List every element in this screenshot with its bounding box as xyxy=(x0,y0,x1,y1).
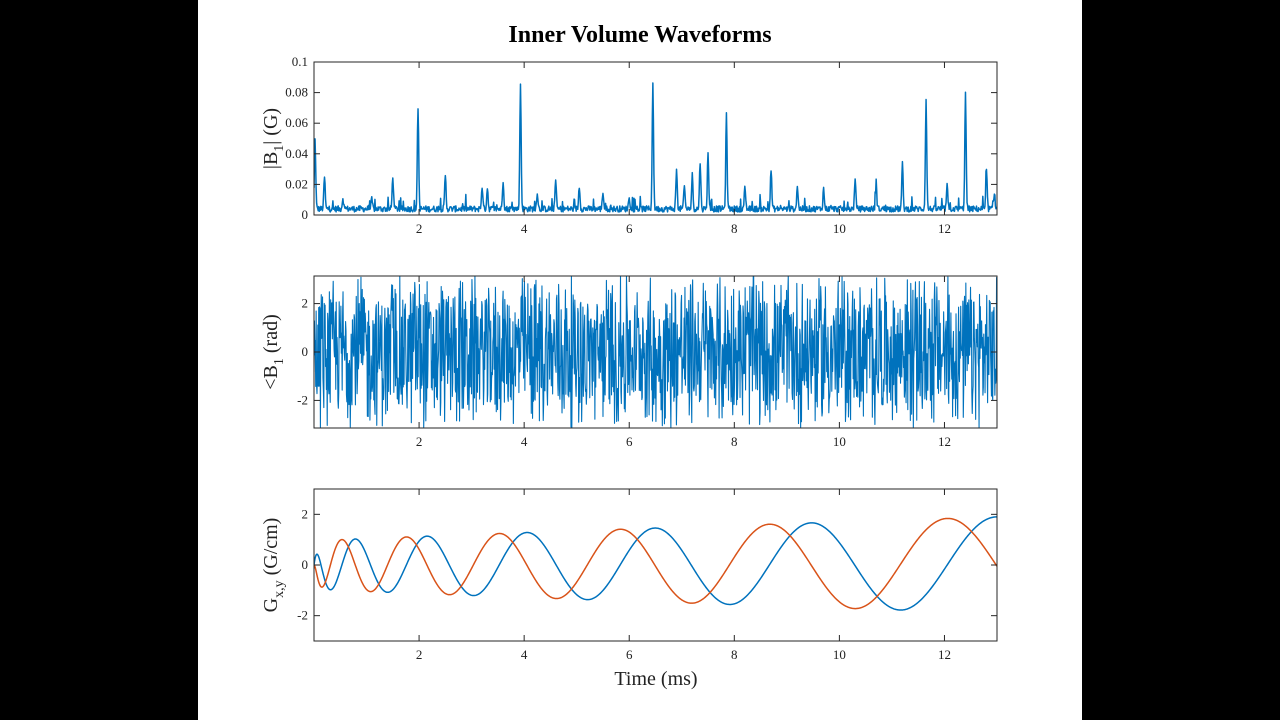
y-tick-label: 0 xyxy=(302,207,309,222)
series-group xyxy=(314,276,997,428)
x-tick-label: 8 xyxy=(731,221,738,236)
x-tick-label: 4 xyxy=(521,647,528,662)
x-axis-label: Time (ms) xyxy=(614,668,697,690)
series-group xyxy=(314,82,997,213)
x-tick-label: 8 xyxy=(731,647,738,662)
series-line-0 xyxy=(314,516,997,611)
y-axis-label: Gx,y (G/cm) xyxy=(260,518,287,613)
x-tick-label: 2 xyxy=(416,434,423,449)
x-tick-label: 8 xyxy=(731,434,738,449)
series-line-0 xyxy=(314,82,997,213)
y-tick-label: 0.1 xyxy=(292,54,308,69)
y-axis-label: <B1 (rad) xyxy=(260,314,287,389)
y-axis-label: |B1| (G) xyxy=(260,108,287,169)
x-tick-label: 6 xyxy=(626,221,633,236)
y-tick-label: -2 xyxy=(297,608,308,623)
phase-panel: 2 4 6 8 10 12 -2 0 2 <B1 (rad) xyxy=(260,275,998,449)
y-tick-label: 0 xyxy=(302,344,309,359)
y-tick-label: 0.02 xyxy=(285,176,308,191)
x-tick-label: 4 xyxy=(521,221,528,236)
chart-title: Inner Volume Waveforms xyxy=(508,22,771,48)
series-group xyxy=(314,516,997,611)
y-tick-label: 0 xyxy=(302,557,309,572)
gradient-panel: 2 4 6 8 10 12 -2 0 2 Gx,y (G/cm) xyxy=(260,488,998,662)
series-line-1 xyxy=(314,517,997,610)
y-tick-label: 0.06 xyxy=(285,115,308,130)
y-tick-label: 2 xyxy=(302,506,309,521)
x-tick-label: 6 xyxy=(626,647,633,662)
x-tick-label: 10 xyxy=(833,221,846,236)
series-line-0 xyxy=(314,276,997,428)
x-tick-label: 2 xyxy=(416,647,423,662)
plot-frame xyxy=(313,61,998,216)
y-tick-label: -2 xyxy=(297,392,308,407)
x-tick-label: 12 xyxy=(938,221,951,236)
plot-area xyxy=(314,62,997,215)
y-tick-label: 0.04 xyxy=(285,146,308,161)
x-tick-label: 10 xyxy=(833,434,846,449)
x-tick-label: 2 xyxy=(416,221,423,236)
x-tick-label: 6 xyxy=(626,434,633,449)
magnitude-panel: 2 4 6 8 10 12 0 0.02 0.04 0.06 0.08 0.1 |B1| (G) xyxy=(260,54,998,236)
y-tick-label: 2 xyxy=(302,296,309,311)
x-tick-label: 12 xyxy=(938,647,951,662)
y-tick-label: 0.08 xyxy=(285,85,308,100)
x-tick-label: 4 xyxy=(521,434,528,449)
x-tick-label: 12 xyxy=(938,434,951,449)
x-tick-label: 10 xyxy=(833,647,846,662)
